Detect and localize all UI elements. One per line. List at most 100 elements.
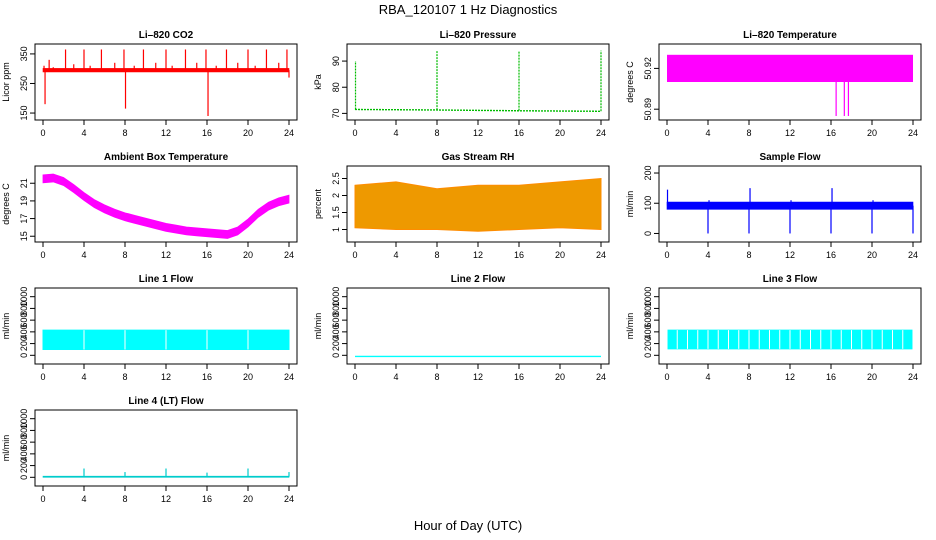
x-tick-label: 12 [785, 372, 795, 382]
y-tick-label: 100 [643, 196, 653, 211]
x-tick-label: 16 [202, 372, 212, 382]
panel-title: Gas Stream RH [442, 152, 515, 163]
y-tick-label: 400 [19, 446, 29, 461]
x-tick-label: 16 [514, 250, 524, 260]
x-tick-label: 20 [555, 128, 565, 138]
y-tick-label: 1000 [331, 287, 341, 307]
y-tick-label: 600 [331, 313, 341, 328]
x-tick-label: 16 [202, 494, 212, 504]
y-tick-label: 0 [643, 353, 653, 358]
x-tick-label: 20 [243, 250, 253, 260]
x-tick-label: 20 [243, 372, 253, 382]
x-tick-label: 16 [826, 128, 836, 138]
y-tick-label: 200 [643, 166, 653, 181]
plot-frame [658, 287, 922, 365]
x-tick-label: 0 [664, 250, 669, 260]
x-tick-label: 0 [40, 372, 45, 382]
y-tick-label: 1000 [19, 287, 29, 307]
panel-ambient: Ambient Box Temperature 0 4 8 12 16 20 24 15 17 19… [1, 152, 298, 260]
x-tick-label: 24 [908, 372, 918, 382]
x-tick-label: 0 [664, 372, 669, 382]
y-tick-label: 21 [19, 178, 29, 188]
y-axis-label: degrees C [1, 183, 11, 225]
x-tick-label: 20 [555, 250, 565, 260]
y-tick-label: 600 [19, 313, 29, 328]
y-tick-label: 0 [643, 231, 653, 236]
y-tick-label: 350 [19, 46, 29, 61]
y-tick-label: 600 [19, 435, 29, 450]
y-tick-label: 90 [331, 56, 341, 66]
x-tick-label: 16 [514, 372, 524, 382]
x-tick-label: 4 [393, 128, 398, 138]
x-tick-label: 24 [908, 250, 918, 260]
y-tick-label: 400 [331, 324, 341, 339]
y-axis-label: percent [313, 188, 323, 219]
y-tick-label: 400 [19, 324, 29, 339]
y-tick-label: 400 [643, 324, 653, 339]
x-tick-label: 12 [161, 250, 171, 260]
x-tick-label: 20 [243, 128, 253, 138]
panel-rh: Gas Stream RH 0 4 8 12 16 20 24 1 1.5 2 2.5 percent [313, 152, 610, 260]
y-axis-label: degrees C [625, 61, 635, 103]
series-line [354, 108, 602, 112]
panel-sample: Sample Flow 0 4 8 12 16 20 24 0 100 200 ml/min [625, 152, 922, 260]
x-tick-label: 0 [40, 128, 45, 138]
x-tick-label: 12 [785, 250, 795, 260]
y-tick-label: 0 [331, 353, 341, 358]
y-axis-label: ml/min [625, 191, 635, 218]
x-tick-label: 12 [161, 494, 171, 504]
data-block [667, 54, 913, 82]
x-tick-label: 20 [555, 372, 565, 382]
y-tick-label: 600 [643, 313, 653, 328]
x-tick-label: 8 [122, 128, 127, 138]
series-envelope [354, 177, 602, 232]
x-tick-label: 16 [202, 250, 212, 260]
y-tick-label: 2.5 [331, 172, 341, 185]
x-tick-label: 16 [826, 372, 836, 382]
y-tick-label: 17 [19, 214, 29, 224]
x-tick-label: 0 [352, 372, 357, 382]
y-axis-label: ml/min [313, 313, 323, 340]
x-tick-label: 24 [596, 372, 606, 382]
y-axis-label: ml/min [1, 435, 11, 462]
x-tick-label: 12 [473, 128, 483, 138]
panel-title: Sample Flow [759, 152, 820, 163]
y-tick-label: 50.92 [643, 57, 653, 80]
x-tick-label: 4 [81, 494, 86, 504]
x-tick-label: 20 [867, 372, 877, 382]
y-tick-label: 200 [331, 336, 341, 351]
x-tick-label: 12 [161, 128, 171, 138]
x-tick-label: 8 [434, 128, 439, 138]
panel-title: Line 3 Flow [763, 274, 818, 285]
y-tick-label: 150 [19, 106, 29, 121]
y-tick-label: 800 [643, 301, 653, 316]
figure-title: RBA_120107 1 Hz Diagnostics [378, 2, 558, 17]
x-tick-label: 24 [908, 128, 918, 138]
panel-title: Line 4 (LT) Flow [128, 396, 204, 407]
y-axis-label: kPa [313, 74, 323, 90]
y-tick-label: 800 [331, 301, 341, 316]
y-tick-label: 1000 [643, 287, 653, 307]
y-tick-label: 1 [331, 227, 341, 232]
y-tick-label: 800 [19, 301, 29, 316]
x-tick-label: 12 [161, 372, 171, 382]
x-tick-label: 12 [473, 372, 483, 382]
y-axis-label: Licor ppm [1, 62, 11, 102]
panel-title: Ambient Box Temperature [104, 152, 229, 163]
x-tick-label: 8 [122, 494, 127, 504]
panel-title: Line 1 Flow [139, 274, 194, 285]
x-tick-label: 8 [434, 250, 439, 260]
figure-xlabel: Hour of Day (UTC) [413, 518, 523, 533]
x-tick-label: 24 [596, 128, 606, 138]
x-tick-label: 8 [746, 250, 751, 260]
x-tick-label: 8 [122, 250, 127, 260]
y-tick-label: 50.89 [643, 98, 653, 121]
x-tick-label: 20 [243, 494, 253, 504]
x-tick-label: 4 [705, 128, 710, 138]
x-tick-label: 24 [284, 372, 294, 382]
y-tick-label: 1.5 [331, 206, 341, 219]
x-tick-label: 0 [40, 494, 45, 504]
x-tick-label: 20 [867, 250, 877, 260]
